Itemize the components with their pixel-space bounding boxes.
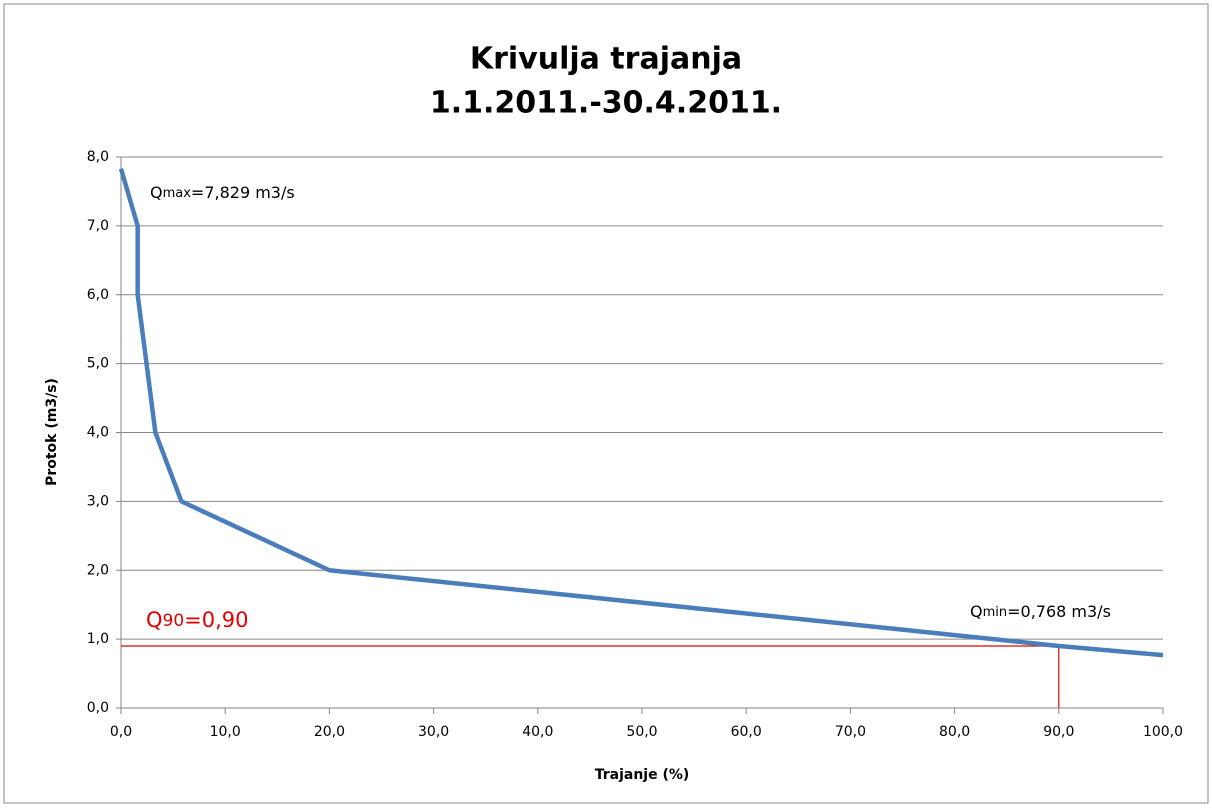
- x-tick-label: 50,0: [626, 724, 657, 740]
- x-tick-label: 20,0: [314, 724, 345, 740]
- y-axis-label: Protok (m3/s): [44, 378, 60, 486]
- annotation-part: 90: [163, 611, 185, 631]
- y-tick-label: 0,0: [87, 700, 109, 716]
- x-tick-label: 80,0: [939, 724, 970, 740]
- y-tick-label: 4,0: [87, 425, 109, 441]
- x-axis-label: Trajanje (%): [595, 767, 690, 783]
- y-tick-label: 8,0: [87, 149, 109, 165]
- y-tick-label: 5,0: [87, 356, 109, 372]
- x-tick-label: 70,0: [835, 724, 866, 740]
- x-tick-label: 0,0: [110, 724, 132, 740]
- x-tick-label: 40,0: [522, 724, 553, 740]
- y-tick-label: 1,0: [87, 631, 109, 647]
- y-tick-label: 2,0: [87, 562, 109, 578]
- annotation: Qmax=7,829 m3/s: [150, 183, 295, 202]
- annotation-part: =7,829 m3/s: [191, 183, 295, 202]
- x-tick-label: 60,0: [731, 724, 762, 740]
- data-line: [118, 168, 1164, 658]
- y-tick-label: 7,0: [87, 218, 109, 234]
- annotation-part: Q: [150, 183, 163, 202]
- chart-title: Krivulja trajanja: [470, 42, 742, 77]
- x-tick-label: 30,0: [418, 724, 449, 740]
- annotation-part: =0,768 m3/s: [1007, 602, 1111, 621]
- x-tick-label: 100,0: [1143, 724, 1183, 740]
- x-tick-label: 90,0: [1043, 724, 1074, 740]
- y-tick-label: 6,0: [87, 287, 109, 303]
- annotation-part: =0,90: [184, 608, 248, 632]
- annotation-part: min: [983, 605, 1008, 620]
- x-tick-label: 10,0: [210, 724, 241, 740]
- annotation: Q90=0,90: [146, 608, 249, 632]
- annotation-part: max: [163, 186, 192, 201]
- y-tick-label: 3,0: [87, 493, 109, 509]
- annotation-part: Q: [146, 608, 163, 632]
- chart-border: [3, 3, 1209, 804]
- annotation: Qmin=0,768 m3/s: [970, 602, 1111, 621]
- annotation-part: Q: [970, 602, 983, 621]
- chart-subtitle: 1.1.2011.-30.4.2011.: [430, 86, 782, 121]
